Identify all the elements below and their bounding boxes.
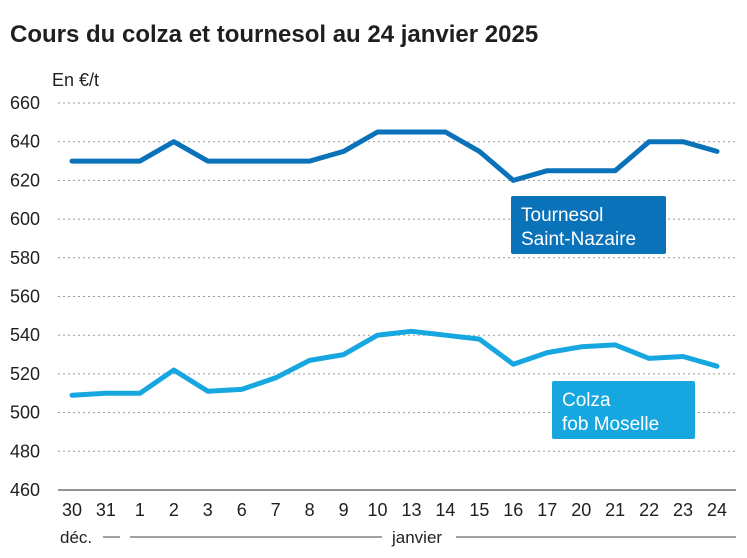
y-tick-label: 620: [10, 170, 40, 190]
x-tick-label: 3: [203, 500, 213, 520]
x-tick-label: 9: [339, 500, 349, 520]
x-tick-label: 22: [639, 500, 659, 520]
y-tick-label: 500: [10, 403, 40, 423]
x-tick-label: 13: [401, 500, 421, 520]
x-tick-label: 20: [571, 500, 591, 520]
legend-tournesol-line1: Tournesol: [521, 205, 603, 226]
x-tick-label: 2: [169, 500, 179, 520]
x-tick-label: 6: [237, 500, 247, 520]
y-tick-label: 520: [10, 364, 40, 384]
y-tick-label: 660: [10, 93, 40, 113]
legend-tournesol-line2: Saint-Nazaire: [521, 229, 636, 250]
series-lines: [69, 129, 720, 398]
y-axis-unit: En €/t: [52, 70, 99, 90]
y-tick-label: 640: [10, 132, 40, 152]
y-tick-label: 480: [10, 441, 40, 461]
y-tick-label: 580: [10, 248, 40, 268]
legend-colza-line1: Colza: [562, 390, 611, 411]
x-tick-label: 30: [62, 500, 82, 520]
x-axis-periods: déc. janvier: [60, 528, 736, 547]
x-tick-label: 10: [368, 500, 388, 520]
x-tick-label: 31: [96, 500, 116, 520]
legend-colza: Colza fob Moselle: [552, 381, 695, 439]
chart-title: Cours du colza et tournesol au 24 janvie…: [10, 21, 538, 48]
series-line-tournesol: [69, 129, 720, 183]
x-tick-label: 8: [305, 500, 315, 520]
x-axis-tick-labels: 30 31 1 2 3 6 7 8 9 10 13 14 15 16 17 20 21 22 23 24: [62, 500, 727, 520]
y-tick-label: 460: [10, 480, 40, 500]
x-tick-label: 16: [503, 500, 523, 520]
legend-tournesol-box: [511, 196, 666, 254]
period-label-dec: déc.: [60, 528, 92, 547]
x-tick-label: 24: [707, 500, 727, 520]
x-tick-label: 1: [135, 500, 145, 520]
series-line-colza: [69, 328, 720, 398]
legend-tournesol: Tournesol Saint-Nazaire: [511, 196, 666, 254]
y-tick-label: 540: [10, 325, 40, 345]
period-label-jan: janvier: [391, 528, 442, 547]
x-tick-label: 7: [271, 500, 281, 520]
y-tick-label: 560: [10, 287, 40, 307]
legend-colza-line2: fob Moselle: [562, 414, 659, 435]
y-axis-ticks: 460 480 500 520 540 560 580 600 620 640 660: [10, 93, 40, 500]
legend-colza-box: [552, 381, 695, 439]
x-tick-label: 17: [537, 500, 557, 520]
x-tick-label: 23: [673, 500, 693, 520]
x-tick-label: 14: [435, 500, 455, 520]
x-tick-label: 21: [605, 500, 625, 520]
y-tick-label: 600: [10, 209, 40, 229]
x-tick-label: 15: [469, 500, 489, 520]
